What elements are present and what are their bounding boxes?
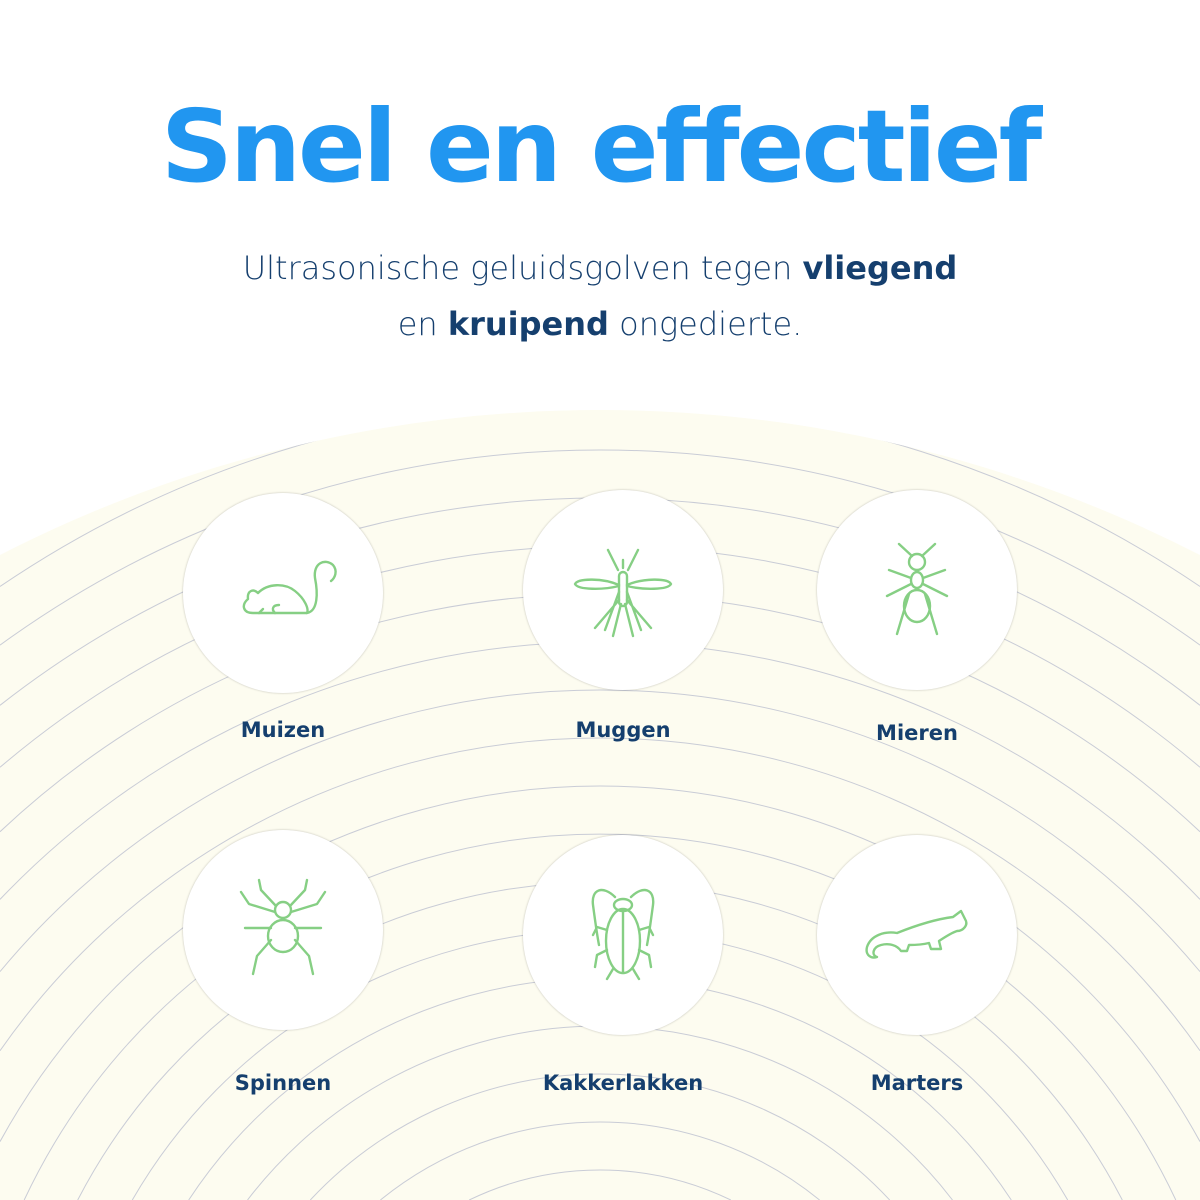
sound-wave-ring [309,1073,891,1200]
pest-label: Marters [870,1071,964,1095]
sound-wave-ring [23,833,1177,1200]
sound-wave-ring [380,1121,820,1200]
sound-wave-ring [0,449,1200,646]
pest-label: Kakkerlakken [542,1071,704,1095]
ant-icon [885,542,949,636]
pest-card-martens [817,835,1017,1035]
cockroach-icon [591,888,655,981]
mouse-icon [242,560,337,615]
mosquito-icon [573,548,673,638]
sound-wave-ring [0,785,1200,1142]
pest-card-ants [817,490,1017,690]
page-title: Snel en effectief [160,88,1042,205]
subtitle: Ultrasonische geluidsgolven tegen vliege… [0,240,1200,352]
subtitle-bold-crawling: kruipend [447,305,609,343]
pest-label: Muggen [575,718,671,742]
subtitle-text: Ultrasonische geluidsgolven tegen [242,249,803,287]
sound-wave-ring [0,689,1200,972]
spider-icon [239,878,327,976]
pest-card-cockroaches [523,835,723,1035]
subtitle-bold-flying: vliegend [802,249,958,287]
pest-label: Muizen [240,718,326,742]
subtitle-text: ongedierte. [608,305,803,343]
pest-card-mosquitoes [523,490,723,690]
pest-label: Spinnen [234,1071,332,1095]
sound-wave-ring [468,1169,732,1200]
pest-label: Mieren [876,721,958,745]
pest-card-mice [183,493,383,693]
sound-wave-ring [0,410,1200,587]
sound-wave-ring [0,737,1200,1051]
subtitle-text: en [397,305,448,343]
marten-icon [865,909,968,959]
pest-card-spiders [183,830,383,1030]
